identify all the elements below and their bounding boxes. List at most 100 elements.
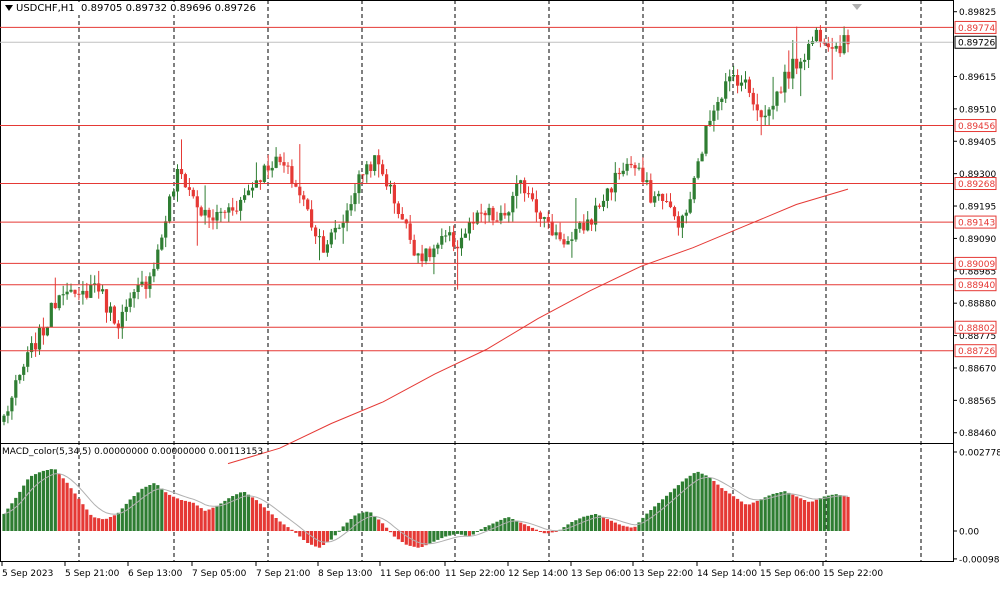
macd-bar-143 [566, 524, 570, 531]
candle-84 [333, 220, 337, 240]
candle-110 [436, 242, 440, 255]
macd-bar-163 [645, 513, 649, 531]
macd-bar-6 [26, 479, 30, 531]
macd-bar-93 [369, 512, 373, 531]
candle-88 [349, 195, 353, 216]
price-tick-label: 0.88880 [959, 300, 996, 310]
dropdown-triangle-icon[interactable] [5, 5, 13, 11]
candle-100 [396, 201, 400, 219]
macd-bar-45 [179, 500, 184, 531]
macd-bar-22 [89, 514, 93, 531]
candle-210 [830, 37, 834, 80]
macd-bar-55 [219, 503, 223, 531]
macd-bar-189 [747, 504, 751, 531]
candle-212 [838, 35, 842, 57]
candle-145 [574, 198, 578, 242]
time-label: 11 Sep 22:00 [445, 569, 505, 579]
candle-133 [526, 186, 531, 198]
time-label: 5 Sep 2023 [2, 569, 53, 579]
shift-marker-icon[interactable] [852, 4, 862, 10]
price-tick-label: 0.89090 [959, 235, 996, 245]
macd-bar-181 [716, 484, 720, 531]
macd-bar-207 [818, 498, 822, 531]
candle-146 [578, 221, 582, 233]
candle-168 [665, 193, 669, 203]
candle-186 [736, 69, 740, 94]
svg-text:0.88802: 0.88802 [958, 324, 995, 334]
macd-histogram [2, 469, 850, 548]
candle-80 [317, 228, 322, 261]
macd-bar-59 [235, 494, 239, 531]
candle-149 [590, 218, 594, 231]
candle-31 [124, 299, 128, 321]
macd-bar-174 [688, 475, 692, 531]
macd-bar-10 [41, 470, 45, 531]
macd-bar-194 [767, 495, 771, 531]
macd-bar-205 [810, 501, 815, 531]
candle-188 [743, 71, 748, 89]
macd-bar-140 [554, 531, 558, 532]
macd-bar-101 [400, 531, 404, 542]
candle-101 [400, 207, 404, 220]
macd-bar-184 [728, 493, 732, 531]
candle-183 [724, 73, 728, 103]
macd-bar-94 [373, 516, 377, 531]
candle-12 [49, 302, 53, 328]
macd-bar-120 [475, 531, 479, 532]
macd-bar-36 [144, 486, 148, 531]
candle-152 [601, 194, 606, 212]
macd-bar-19 [77, 498, 81, 531]
macd-bar-74 [294, 531, 298, 533]
macd-bar-187 [739, 501, 744, 531]
macd-bar-206 [814, 499, 818, 531]
macd-bar-76 [302, 531, 306, 540]
candle-144 [570, 231, 574, 258]
candle-61 [243, 188, 247, 203]
candle-7 [30, 336, 34, 358]
macd-bar-131 [519, 522, 523, 531]
candle-41 [164, 215, 168, 248]
macd-bar-134 [530, 527, 535, 531]
candle-97 [385, 169, 389, 190]
macd-bar-177 [700, 473, 704, 531]
macd-bar-95 [377, 519, 381, 531]
candle-14 [57, 294, 61, 311]
macd-bar-66 [262, 507, 266, 531]
candle-154 [609, 187, 613, 201]
candle-175 [692, 176, 696, 204]
candle-85 [337, 224, 341, 230]
candle-142 [562, 233, 566, 248]
candle-170 [672, 205, 677, 220]
macd-bar-136 [538, 531, 542, 532]
candle-23 [93, 275, 97, 293]
time-label: 5 Sep 21:00 [65, 569, 120, 579]
macd-bar-25 [101, 519, 105, 531]
macd-bar-12 [49, 469, 53, 531]
macd-bar-192 [759, 499, 763, 531]
candle-104 [412, 234, 416, 257]
time-label: 11 Sep 06:00 [380, 569, 440, 579]
candle-192 [759, 109, 763, 136]
candle-62 [246, 184, 251, 196]
macd-bar-2 [10, 503, 14, 531]
macd-bar-133 [526, 526, 531, 531]
candle-82 [325, 240, 329, 257]
candle-108 [428, 246, 432, 262]
macd-bar-199 [787, 492, 791, 531]
time-label: 15 Sep 06:00 [760, 569, 820, 579]
macd-bar-116 [459, 531, 464, 535]
moving-average [227, 188, 849, 465]
level-tag-2: 0.89268 [954, 177, 997, 191]
candle-198 [783, 64, 787, 103]
candle-156 [617, 167, 621, 180]
macd-bar-156 [617, 524, 621, 531]
candle-167 [661, 193, 665, 210]
macd-bar-147 [582, 516, 586, 531]
macd-bar-151 [597, 515, 602, 531]
macd-bar-51 [203, 510, 207, 531]
macd-bar-31 [124, 503, 128, 531]
macd-bar-52 [207, 509, 211, 531]
price-tick-label: 0.89300 [959, 170, 996, 180]
